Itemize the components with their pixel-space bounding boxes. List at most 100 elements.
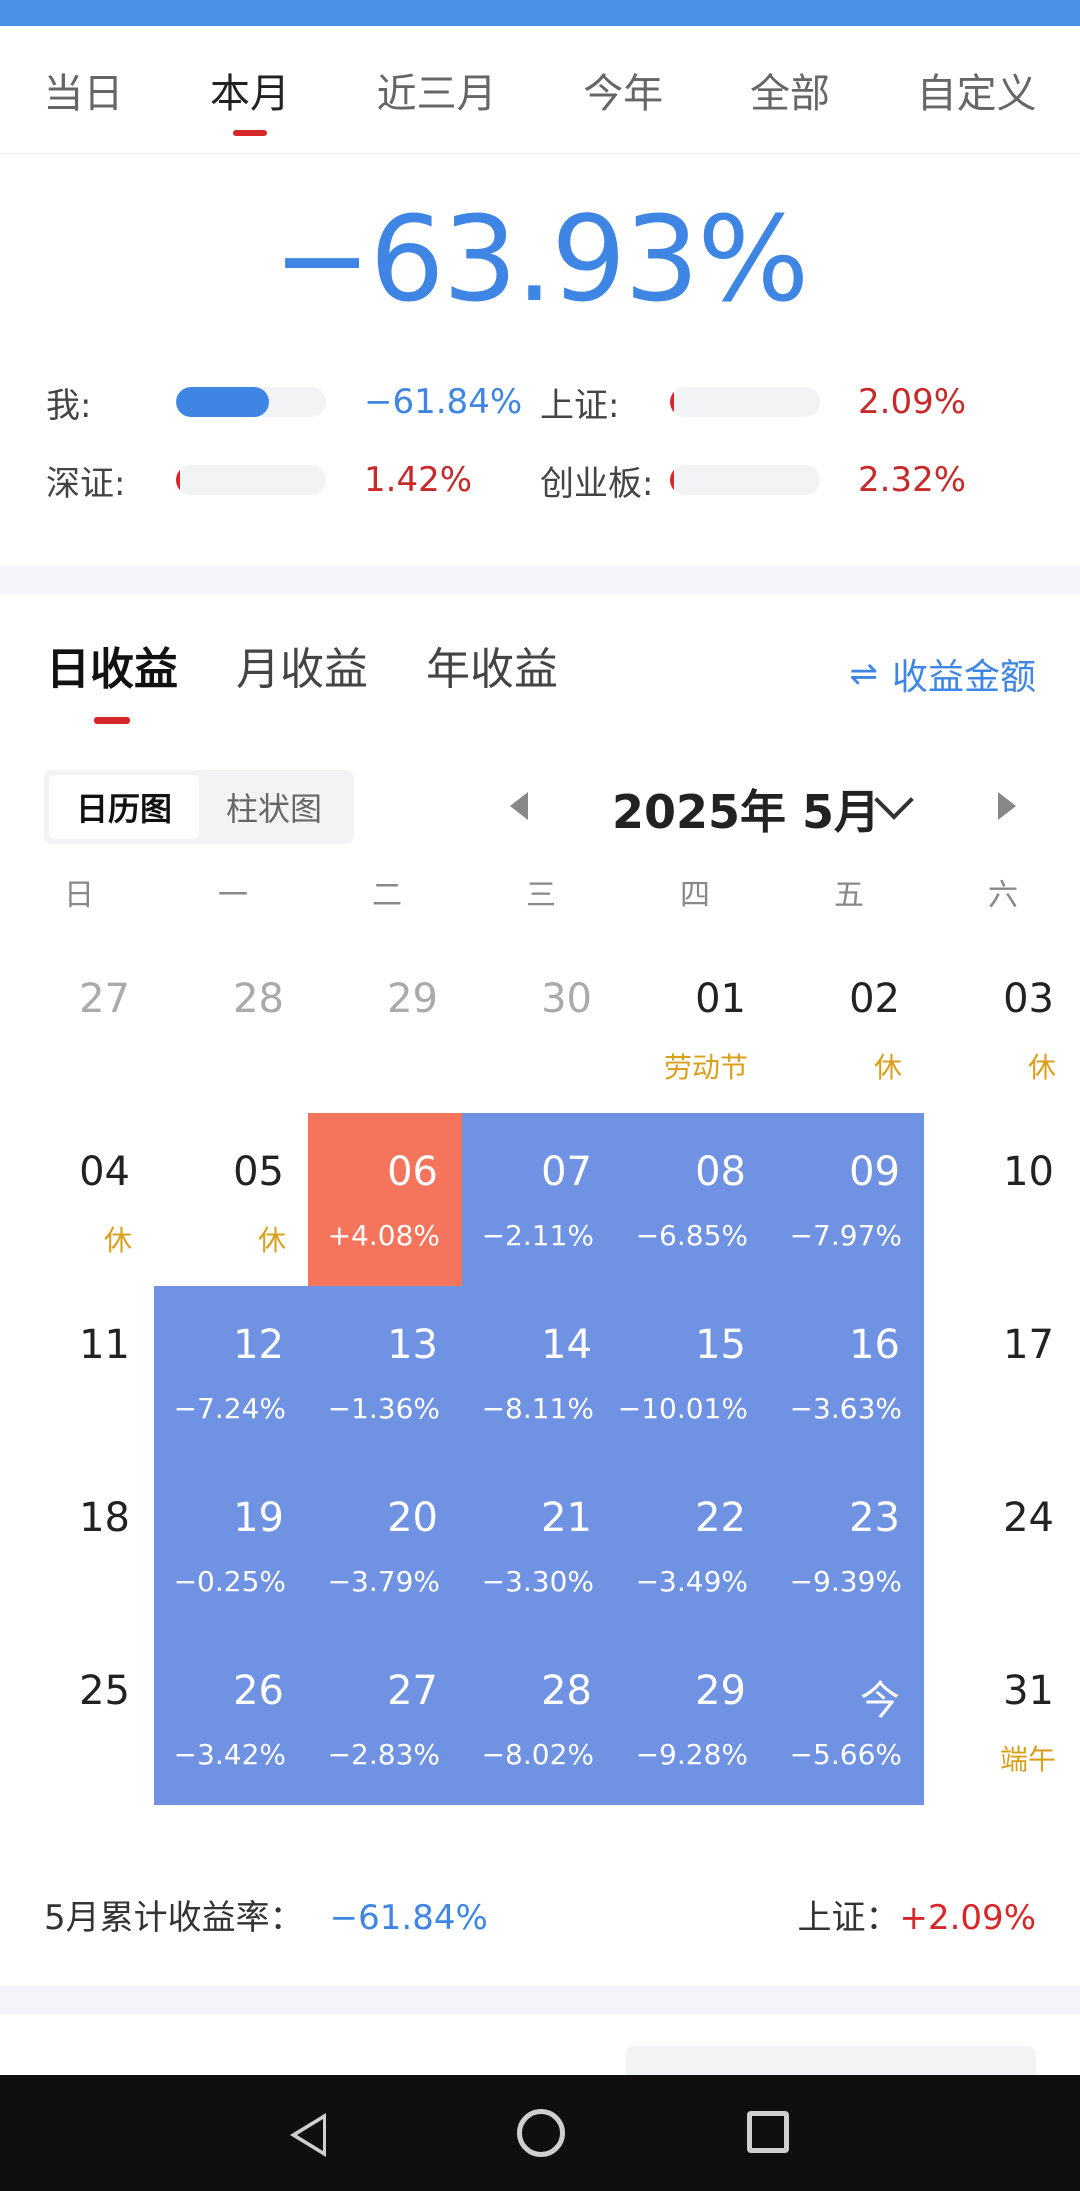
comparison-bar-fill — [176, 387, 269, 417]
calendar-day-cell[interactable]: 24 — [924, 1459, 1078, 1632]
calendar-day-cell[interactable]: 06 +4.08% — [308, 1113, 462, 1286]
day-return: −3.30% — [481, 1565, 594, 1598]
weekday-label: 四 — [680, 878, 710, 913]
calendar-day-cell[interactable]: 30 — [462, 940, 616, 1113]
calendar-day-cell[interactable]: 21 −3.30% — [462, 1459, 616, 1632]
calendar-day-cell[interactable]: 26 −3.42% — [154, 1632, 308, 1805]
chevron-down-icon[interactable] — [874, 780, 914, 820]
recent-apps-icon[interactable] — [747, 2111, 789, 2153]
return-amount-label: 收益金额 — [891, 657, 1036, 698]
calendar-day-cell[interactable]: 18 — [0, 1459, 154, 1632]
calendar-day-cell[interactable]: 14 −8.11% — [462, 1286, 616, 1459]
month-label[interactable]: 2025年 5月 — [612, 785, 881, 839]
day-number: 29 — [387, 976, 438, 1022]
calendar-day-cell[interactable]: 15 −10.01% — [616, 1286, 770, 1459]
calendar-day-cell[interactable]: 13 −1.36% — [308, 1286, 462, 1459]
calendar-day-cell[interactable]: 03 休 — [924, 940, 1078, 1113]
calendar-day-cell[interactable]: 25 — [0, 1632, 154, 1805]
weekday-label: 日 — [64, 878, 94, 913]
day-number: 29 — [695, 1668, 746, 1714]
tab-all[interactable]: 全部 — [749, 70, 830, 117]
day-return: +4.08% — [327, 1219, 440, 1252]
comparison-label: 深证: — [46, 463, 126, 504]
day-number: 23 — [849, 1495, 900, 1541]
calendar-day-cell[interactable]: 01 劳动节 — [616, 940, 770, 1113]
calendar-day-cell[interactable]: 04 休 — [0, 1113, 154, 1286]
next-month-icon[interactable] — [998, 792, 1016, 820]
tab-this-month[interactable]: 本月 — [204, 26, 296, 154]
calendar-day-cell[interactable]: 17 — [924, 1286, 1078, 1459]
holiday-label: 端午 — [999, 1743, 1056, 1776]
day-number: 06 — [387, 1149, 438, 1195]
shanghai-label: 上证： — [797, 1898, 900, 1938]
comparison-value: 2.32% — [858, 460, 967, 500]
day-number: 08 — [695, 1149, 746, 1195]
swap-arrows-icon: ⇌ — [849, 654, 878, 694]
weekday-label: 一 — [218, 878, 248, 913]
day-return: −6.85% — [635, 1219, 748, 1252]
comparison-shanghai: 上证: 2.09% — [540, 372, 966, 432]
calendar-day-cell[interactable]: 27 −2.83% — [308, 1632, 462, 1805]
day-number: 17 — [1003, 1322, 1054, 1368]
tab-yearly-return[interactable]: 年收益 — [426, 644, 558, 695]
day-number: 今 — [860, 1678, 900, 1724]
prev-month-icon[interactable] — [510, 792, 528, 820]
calendar-day-cell[interactable]: 02 休 — [770, 940, 924, 1113]
calendar-day-cell[interactable]: 09 −7.97% — [770, 1113, 924, 1286]
calendar-day-cell[interactable]: 23 −9.39% — [770, 1459, 924, 1632]
calendar-day-cell[interactable]: 20 −3.79% — [308, 1459, 462, 1632]
comparison-bar — [670, 387, 820, 417]
weekday-label: 二 — [372, 878, 402, 913]
day-number: 27 — [79, 976, 130, 1022]
return-amount-switch[interactable]: ⇌ 收益金额 — [849, 648, 1036, 700]
calendar-day-cell[interactable]: 31 端午 — [924, 1632, 1078, 1805]
month-navigator: 2025年 5月 — [480, 770, 1040, 844]
day-number: 22 — [695, 1495, 746, 1541]
tab-today[interactable]: 当日 — [43, 70, 124, 117]
day-number: 12 — [233, 1322, 284, 1368]
calendar-day-cell[interactable]: 29 −9.28% — [616, 1632, 770, 1805]
comparison-shenzhen: 深证: 1.42% — [46, 450, 472, 510]
home-icon[interactable] — [517, 2109, 565, 2157]
day-number: 19 — [233, 1495, 284, 1541]
comparison-bar-fill — [670, 387, 674, 417]
calendar-day-cell[interactable]: 19 −0.25% — [154, 1459, 308, 1632]
day-number: 14 — [541, 1322, 592, 1368]
total-return: −63.93% — [272, 190, 810, 328]
day-number: 07 — [541, 1149, 592, 1195]
day-return: −8.02% — [481, 1738, 594, 1771]
tab-daily-return[interactable]: 日收益 — [46, 630, 178, 730]
bar-view-button[interactable]: 柱状图 — [225, 790, 322, 828]
day-number: 15 — [695, 1322, 746, 1368]
calendar-day-cell[interactable]: 11 — [0, 1286, 154, 1459]
weekday-label: 五 — [834, 878, 864, 913]
calendar-day-cell[interactable]: 05 休 — [154, 1113, 308, 1286]
holiday-label: 休 — [873, 1051, 902, 1084]
system-nav-bar — [0, 2075, 1080, 2191]
calendar-day-cell[interactable]: 28 — [154, 940, 308, 1113]
calendar-day-cell[interactable]: 10 — [924, 1113, 1078, 1286]
tab-three-months[interactable]: 近三月 — [376, 70, 497, 117]
comparison-bar-fill — [176, 465, 180, 495]
calendar-day-cell[interactable]: 28 −8.02% — [462, 1632, 616, 1805]
calendar-view-button[interactable]: 日历图 — [49, 775, 199, 839]
tab-custom[interactable]: 自定义 — [916, 70, 1037, 117]
calendar-day-cell[interactable]: 12 −7.24% — [154, 1286, 308, 1459]
day-number: 02 — [849, 976, 900, 1022]
holiday-label: 休 — [103, 1224, 132, 1257]
calendar-day-cell[interactable]: 07 −2.11% — [462, 1113, 616, 1286]
tab-monthly-return[interactable]: 月收益 — [236, 644, 368, 695]
day-number: 13 — [387, 1322, 438, 1368]
tab-this-year[interactable]: 今年 — [583, 70, 664, 117]
day-number: 30 — [541, 976, 592, 1022]
day-return: −3.63% — [789, 1392, 902, 1425]
day-number: 28 — [233, 976, 284, 1022]
calendar-day-cell[interactable]: 27 — [0, 940, 154, 1113]
day-number: 24 — [1003, 1495, 1054, 1541]
calendar-day-cell[interactable]: 22 −3.49% — [616, 1459, 770, 1632]
calendar-day-cell[interactable]: 今 −5.66% — [770, 1632, 924, 1805]
calendar-day-cell[interactable]: 29 — [308, 940, 462, 1113]
calendar-day-cell[interactable]: 16 −3.63% — [770, 1286, 924, 1459]
weekday-label: 三 — [526, 878, 556, 913]
calendar-day-cell[interactable]: 08 −6.85% — [616, 1113, 770, 1286]
